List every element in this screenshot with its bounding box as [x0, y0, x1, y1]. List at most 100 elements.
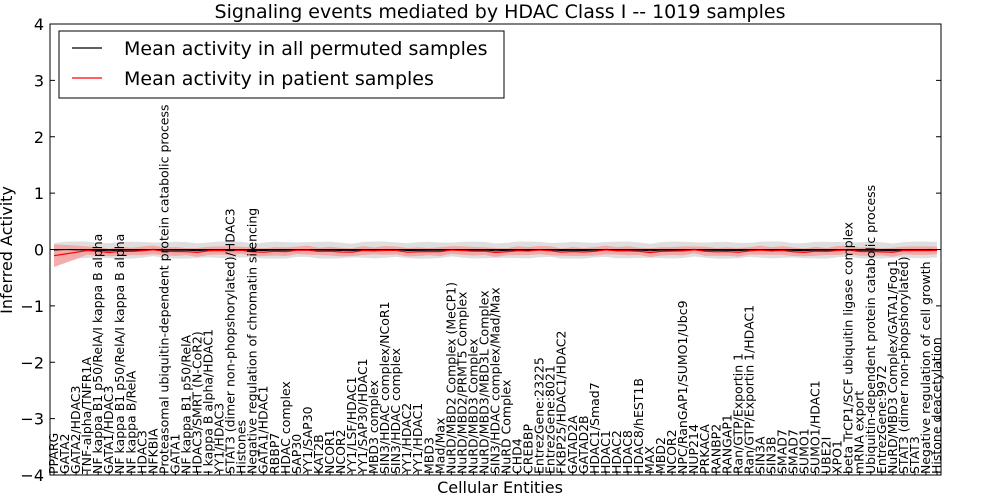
entity-label: NPC/RanGAP1/SUMO1/Ubc9 [675, 300, 690, 474]
entity-label: SIN3/HDAC complex [388, 348, 403, 474]
y-tick-label: 2 [34, 128, 44, 147]
entity-label: YY1/SAP30/HDAC1 [355, 358, 370, 475]
entity-label: STAT3 (dimer non-phopshorylated) [896, 256, 911, 474]
entity-label: HDAC8/hEST1B [631, 378, 646, 474]
entity-label: NuRD/MBD2/PRMT5 Complex [454, 292, 469, 474]
entity-label: GATA1/HDAC1 [256, 386, 271, 474]
line-permuted [53, 248, 938, 252]
entity-label: NuRD/MBD3 Complex [465, 338, 480, 474]
entity-label: SMAD7 [774, 429, 789, 474]
y-tick-label: −3 [20, 410, 44, 429]
entity-label: YY1/HDAC3 [212, 403, 227, 475]
entity-label: NuRD Complex [499, 380, 514, 474]
entity-label: HDAC8 [620, 430, 635, 474]
entity-label: GATAD2A [565, 415, 580, 474]
entity-label: SIN3/HDAC complex/Mad/Max [488, 287, 503, 474]
entity-label: NF kappa B1 p50/RelA/I kappa B alpha [112, 234, 127, 474]
entity-label: Negative regulation of cell growth [918, 261, 933, 474]
entity-label: STAT3 [907, 436, 922, 474]
y-tick-label: 0 [34, 241, 44, 260]
y-axis: −4 −3 −2 −1 0 1 2 3 4 [20, 15, 941, 485]
entity-label: NF kappa B/RelA [123, 370, 138, 474]
entity-label: GATA1/HDAC3 [101, 386, 116, 474]
y-tick-label: −1 [20, 297, 44, 316]
entity-label: SUMO1/HDAC1 [808, 380, 823, 474]
entity-label: mRNA export [852, 391, 867, 474]
entity-label: Ran/GTP/Exportin 1 [730, 353, 745, 474]
x-axis-title: Cellular Entities [437, 478, 563, 497]
y-tick-label: −4 [20, 466, 44, 485]
entity-label: HDAC complex [278, 381, 293, 474]
entity-label: RANBP2 [708, 424, 723, 474]
y-tick-label: 3 [34, 71, 44, 90]
entity-label: YY1/LSF/HDAC1 [344, 376, 359, 475]
line-patient [53, 249, 938, 257]
entity-label: GATA1 [167, 434, 182, 474]
entity-label: EntrezGene:9972 [874, 365, 889, 474]
entity-label: NuRD/MBD3/MBD3L Complex [476, 290, 491, 474]
entity-labels: PPARGGATA2GATA2/HDAC3TNF-alpha/TNFR1ANF … [46, 105, 944, 475]
entity-label: NF kappa B1 p50/RelA/I kappa B alpha [90, 234, 105, 474]
y-axis-title: Inferred Activity [0, 186, 16, 314]
entity-label: NuRD/MBD2 Complex (MeCP1) [443, 282, 458, 474]
entity-label: Proteasomal ubiquitin-dependent protein … [156, 105, 171, 475]
entity-label: Histone deacetylation [929, 337, 944, 474]
entity-label: Negative regulation of chromatin silenci… [245, 208, 260, 474]
entity-label: CHD4 [510, 438, 525, 474]
entity-label: MBD3 [421, 437, 436, 474]
entity-label: SIN3/HDAC complex/NCoR1 [377, 301, 392, 474]
entity-label: STAT3 (dimer non-phopshorylated)/HDAC3 [223, 208, 238, 474]
entity-label: NUP214 [686, 424, 701, 474]
entity-label: HDAC3 [134, 430, 149, 474]
entity-label: SMAD7 [786, 429, 801, 474]
entity-label: GATAD2B [576, 415, 591, 474]
entity-label: NFKBIA [145, 428, 160, 474]
entity-label: YY1/HDAC2 [399, 403, 414, 475]
entity-label: Mad/Max [432, 418, 447, 474]
entity-label: NuRD/MBD3 Complex/GATA1/Fog1 [885, 259, 900, 474]
entity-label: beta TrCP1/SCF ubiquitin ligase complex [841, 222, 856, 474]
entity-label: YY1/HDAC1 [410, 403, 425, 475]
entity-label: YY1/SAP30 [300, 406, 315, 475]
entity-label: SUMO1 [797, 428, 812, 474]
y-tick-label: −2 [20, 353, 44, 372]
y-tick-label: 4 [34, 15, 44, 34]
entity-label: FKBP25/HDAC1/HDAC2 [554, 331, 569, 474]
entity-label: TNF-alpha/TNFR1A [79, 357, 94, 475]
entity-label: MBD2 [653, 437, 668, 474]
entity-label: KAT2B [311, 434, 326, 474]
entity-label: HDAC3/SMRT (N-CoR2) [189, 331, 204, 474]
entity-label: EntrezGene:23225 [532, 357, 547, 474]
entity-label: GATA2/HDAC3 [68, 386, 83, 474]
entity-label: NCOR2 [333, 429, 348, 474]
entity-label: SIN3B [763, 437, 778, 475]
entity-label: SIN3A [752, 436, 767, 474]
entity-label: NCOR2 [664, 429, 679, 474]
entity-label: PRKACA [697, 424, 712, 474]
entity-label: Histones [234, 420, 249, 474]
entity-label: RBBP7 [267, 433, 282, 474]
entity-label: CREBBP [521, 424, 536, 474]
entity-label: GATA2 [57, 434, 72, 474]
entity-label: Ubiquitin-dependent protein catabolic pr… [863, 185, 878, 474]
legend: Mean activity in all permuted samples Me… [58, 30, 505, 99]
plot-area [50, 241, 941, 267]
entity-label: RANGAP1 [719, 414, 734, 474]
entity-label: MBD3 complex [366, 380, 381, 474]
entity-label: Ran/GTP/Exportin 1/HDAC1 [741, 305, 756, 474]
legend-label-patient: Mean activity in patient samples [124, 68, 434, 90]
chart-title: Signaling events mediated by HDAC Class … [215, 1, 786, 23]
entity-label: UBE2I [819, 437, 834, 474]
entity-label: HDAC1 [598, 430, 613, 474]
entity-label: EntrezGene:8021 [543, 365, 558, 474]
y-tick-label: 1 [34, 184, 44, 203]
legend-box [58, 30, 505, 99]
entity-label: NCOR1 [322, 429, 337, 474]
entity-label: HDAC1/Smad7 [587, 382, 602, 474]
legend-label-permuted: Mean activity in all permuted samples [124, 38, 487, 60]
entity-label: I kappa B alpha/HDAC1 [201, 329, 216, 474]
entity-label: SAP30 [289, 434, 304, 474]
entity-label: HDAC2 [609, 430, 624, 474]
entity-label: MAX [642, 446, 657, 474]
